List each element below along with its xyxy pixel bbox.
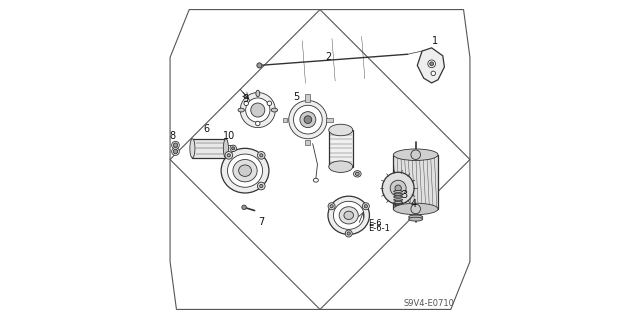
Ellipse shape	[172, 141, 179, 149]
Ellipse shape	[362, 203, 369, 210]
Ellipse shape	[255, 121, 260, 126]
Ellipse shape	[257, 182, 265, 190]
Ellipse shape	[257, 63, 262, 68]
Ellipse shape	[223, 139, 228, 158]
Polygon shape	[305, 94, 310, 102]
Ellipse shape	[344, 211, 353, 219]
Ellipse shape	[304, 116, 312, 123]
Ellipse shape	[394, 203, 438, 215]
Text: 2: 2	[325, 52, 331, 63]
Ellipse shape	[256, 90, 260, 97]
Ellipse shape	[339, 207, 358, 224]
Ellipse shape	[395, 185, 401, 191]
Polygon shape	[283, 118, 287, 122]
Ellipse shape	[246, 98, 270, 122]
Ellipse shape	[328, 196, 369, 234]
Ellipse shape	[333, 201, 364, 229]
Ellipse shape	[382, 172, 414, 204]
Polygon shape	[170, 10, 470, 309]
Ellipse shape	[329, 124, 353, 136]
Ellipse shape	[411, 204, 420, 214]
Ellipse shape	[289, 100, 327, 139]
Ellipse shape	[394, 202, 403, 204]
Ellipse shape	[353, 171, 361, 177]
Ellipse shape	[257, 152, 265, 159]
Ellipse shape	[225, 152, 232, 159]
Ellipse shape	[232, 147, 235, 150]
Ellipse shape	[233, 160, 257, 182]
Ellipse shape	[251, 103, 265, 117]
Ellipse shape	[267, 101, 271, 106]
Ellipse shape	[390, 180, 406, 196]
Ellipse shape	[329, 161, 353, 172]
Ellipse shape	[300, 112, 316, 128]
Text: E-6-1: E-6-1	[368, 224, 390, 233]
Ellipse shape	[431, 71, 435, 76]
Polygon shape	[394, 155, 438, 209]
Ellipse shape	[173, 149, 178, 154]
Ellipse shape	[244, 101, 248, 106]
Ellipse shape	[260, 154, 263, 157]
Ellipse shape	[239, 165, 252, 176]
Ellipse shape	[172, 148, 179, 155]
Ellipse shape	[394, 199, 403, 201]
Ellipse shape	[190, 139, 195, 158]
Ellipse shape	[238, 108, 244, 112]
Polygon shape	[326, 118, 333, 122]
Ellipse shape	[409, 215, 422, 219]
Text: 10: 10	[223, 130, 236, 141]
Text: S9V4-E0710: S9V4-E0710	[403, 299, 454, 308]
Ellipse shape	[328, 203, 335, 210]
Ellipse shape	[271, 108, 278, 112]
Polygon shape	[193, 139, 226, 158]
Ellipse shape	[330, 205, 333, 208]
Ellipse shape	[294, 105, 322, 134]
Ellipse shape	[355, 172, 359, 175]
Ellipse shape	[230, 145, 236, 152]
Ellipse shape	[364, 205, 367, 208]
Ellipse shape	[409, 217, 422, 221]
Polygon shape	[170, 10, 470, 309]
Ellipse shape	[345, 230, 352, 237]
Polygon shape	[417, 48, 444, 83]
Text: 3: 3	[401, 189, 408, 200]
Ellipse shape	[227, 154, 262, 187]
Ellipse shape	[227, 154, 230, 157]
Ellipse shape	[240, 93, 275, 128]
Ellipse shape	[429, 62, 433, 66]
Ellipse shape	[428, 60, 435, 68]
Text: 1: 1	[432, 36, 438, 47]
Ellipse shape	[314, 178, 319, 182]
Ellipse shape	[221, 148, 269, 193]
Text: 9: 9	[242, 94, 248, 104]
Ellipse shape	[173, 143, 178, 147]
Ellipse shape	[242, 205, 246, 210]
Ellipse shape	[394, 193, 403, 195]
Ellipse shape	[411, 150, 420, 160]
Ellipse shape	[394, 196, 403, 198]
Text: 7: 7	[258, 217, 264, 227]
Ellipse shape	[394, 190, 403, 192]
Polygon shape	[329, 130, 353, 167]
Ellipse shape	[260, 184, 263, 188]
Text: E-6: E-6	[368, 219, 381, 228]
Text: 5: 5	[293, 92, 300, 102]
Text: 8: 8	[170, 130, 176, 141]
Polygon shape	[305, 140, 310, 145]
Ellipse shape	[394, 149, 438, 160]
Text: 4: 4	[411, 199, 417, 209]
Ellipse shape	[347, 232, 350, 235]
Text: 6: 6	[204, 124, 210, 134]
